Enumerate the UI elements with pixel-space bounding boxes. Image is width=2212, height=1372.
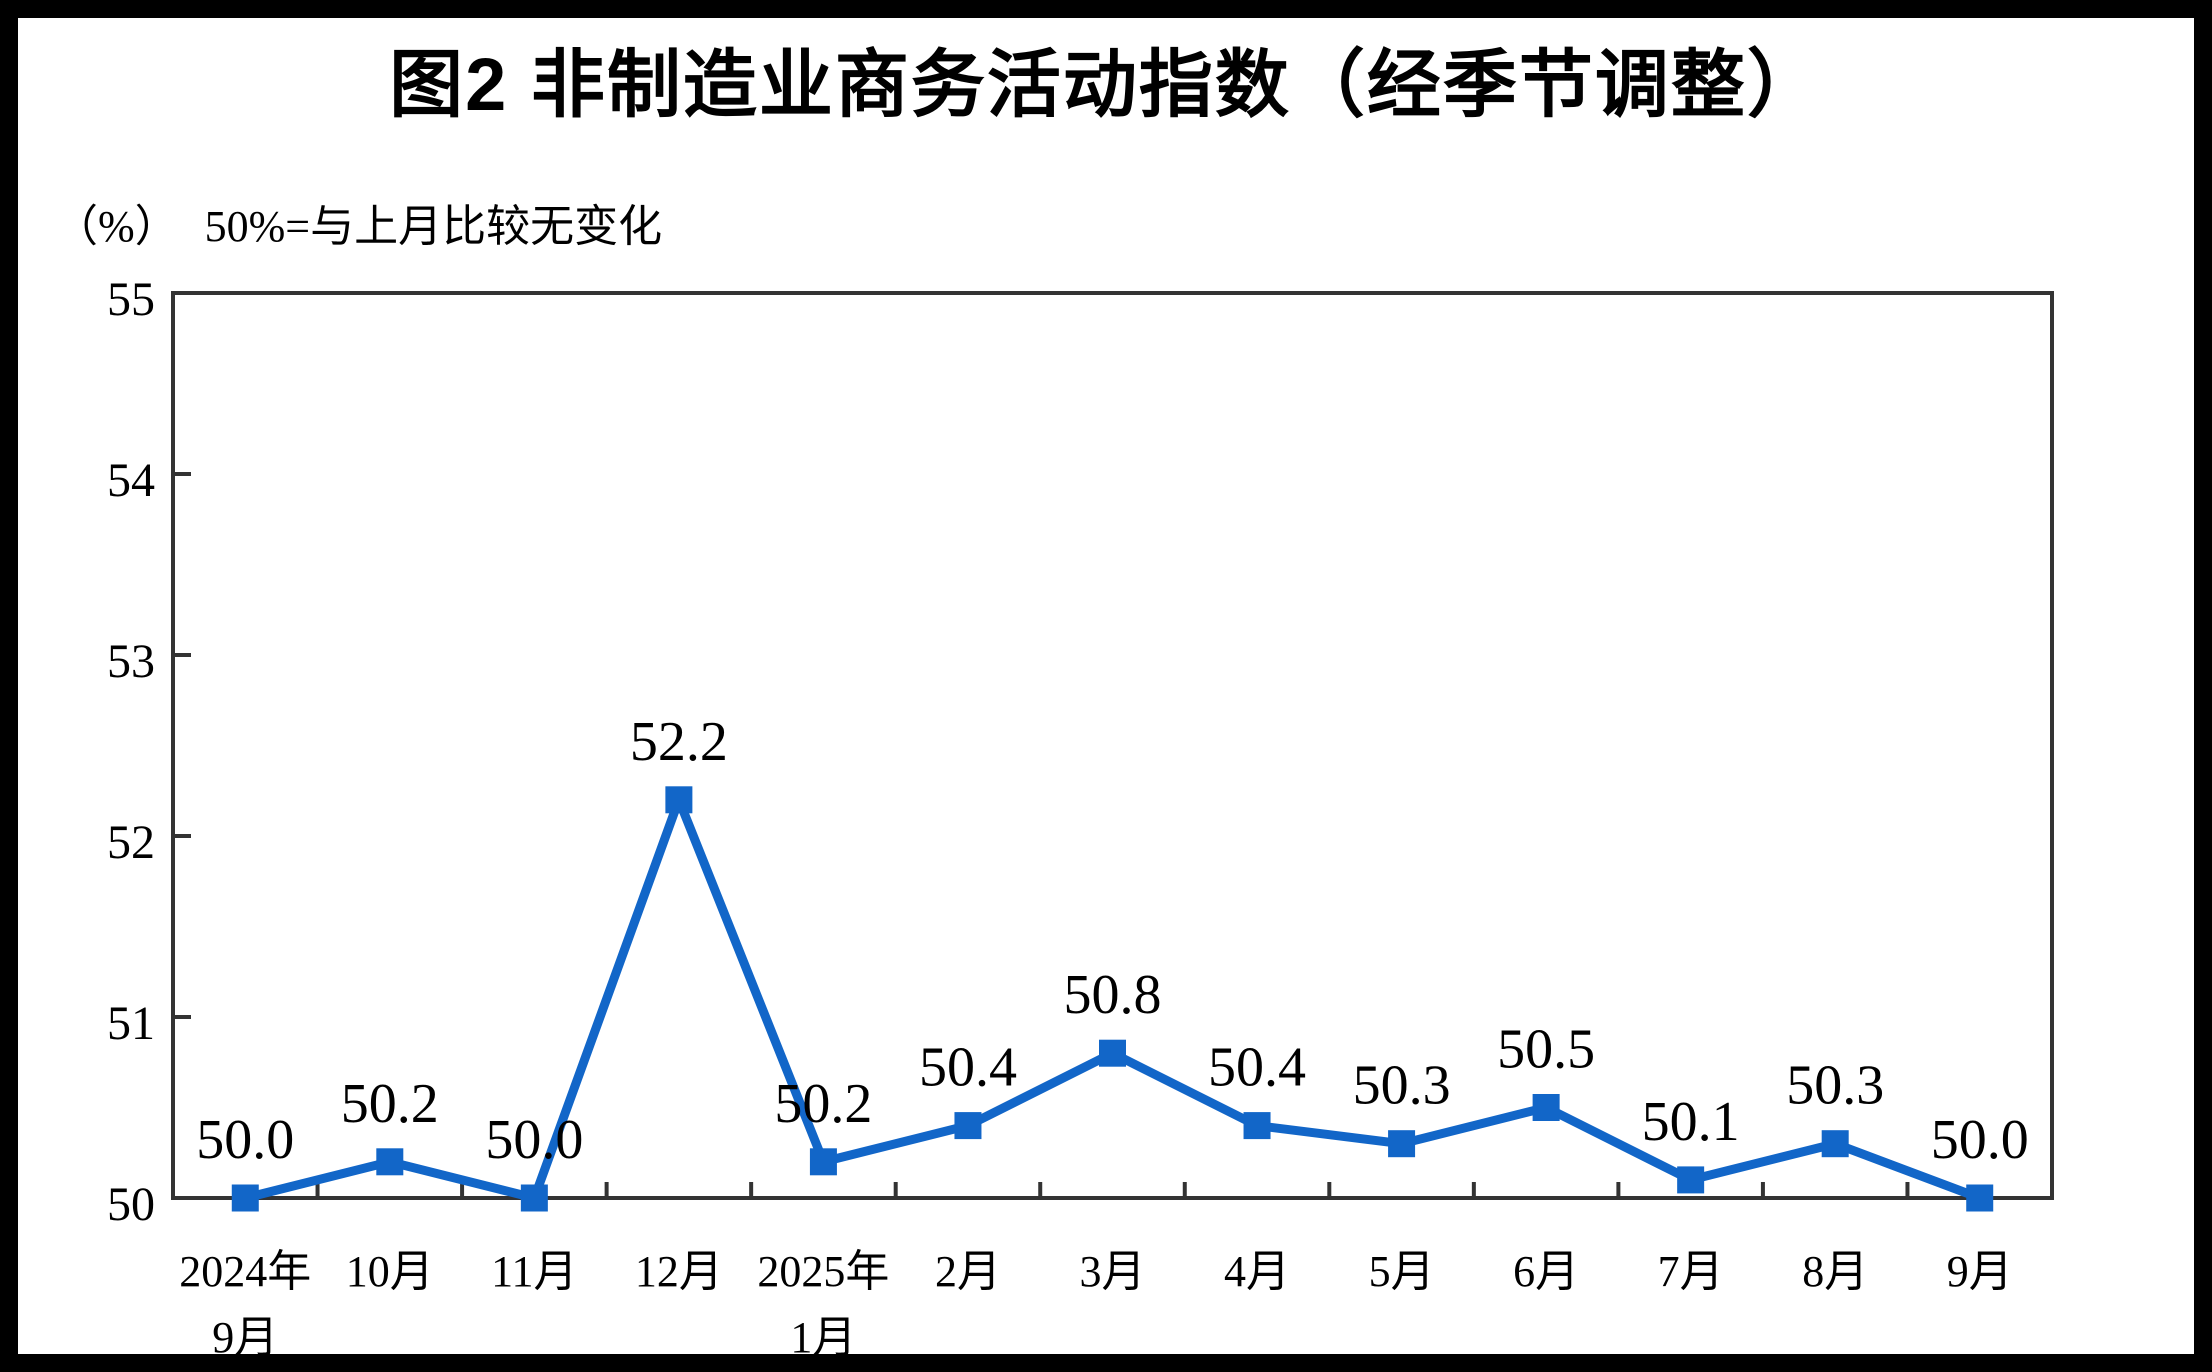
data-point-marker [1966,1184,1994,1212]
data-point-label: 50.0 [1931,1109,2029,1171]
x-axis-tick-label: 9月 [1947,1247,2013,1296]
y-axis-tick-label: 55 [107,273,155,326]
axis-unit-note: （%） 50%=与上月比较无变化 [54,201,662,254]
data-point-marker [1532,1094,1560,1121]
data-point-label: 50.5 [1497,1019,1595,1081]
y-axis-tick-label: 52 [107,816,155,869]
data-point-marker [1677,1166,1705,1194]
data-point-marker [1388,1130,1416,1158]
data-point-marker [231,1184,259,1212]
y-axis-unit-label: （%） [54,202,179,251]
data-point-label: 50.8 [1064,964,1162,1026]
x-axis-tick-label: 2025年 [757,1247,889,1296]
x-axis-tick-label: 8月 [1802,1247,1868,1296]
data-point-marker [1099,1039,1126,1067]
data-point-label: 50.1 [1642,1091,1740,1153]
chart-canvas: 50 51 52 53 54 55 2024年 9月 10月 11月 12月 2025年 1月 2月 3月 4… [107,273,2054,1354]
x-axis-tick-label: 2024年 [179,1247,311,1296]
data-point-marker [1243,1112,1271,1140]
y-axis-tick-label: 51 [107,997,155,1050]
x-axis-tick-label: 9月 [212,1313,278,1354]
reference-note: 50%=与上月比较无变化 [204,202,663,251]
x-axis-tick-label: 4月 [1224,1247,1290,1296]
data-point-marker [1821,1130,1849,1158]
x-axis-tick-label: 10月 [346,1247,434,1296]
x-axis-tick-label: 3月 [1080,1247,1146,1296]
data-point-label: 50.2 [774,1073,872,1135]
x-axis-tick-label: 5月 [1369,1247,1435,1296]
data-point-label: 50.3 [1786,1055,1884,1117]
y-axis-tick-label: 54 [107,454,155,507]
x-axis-tick-label: 11月 [491,1247,577,1296]
data-point-marker [520,1184,548,1212]
data-point-label: 50.4 [1208,1037,1306,1099]
data-point-label: 50.0 [485,1109,583,1171]
plot-border [171,291,2054,1200]
x-axis-tick-label: 2月 [935,1247,1001,1296]
x-axis-tick-label: 12月 [635,1247,723,1296]
data-point-marker [809,1148,837,1176]
data-point-label: 50.4 [919,1037,1017,1099]
x-axis-tick-label: 6月 [1513,1247,1579,1296]
chart-title: 图2 非制造业商务活动指数（经季节调整） [389,43,1823,126]
data-point-marker [954,1112,982,1140]
y-axis-tick-label: 50 [107,1178,155,1231]
x-axis-tick-label: 1月 [790,1313,856,1354]
data-point-label: 50.2 [341,1073,439,1135]
y-axis-tick-label: 53 [107,635,155,688]
x-axis-tick-label: 7月 [1658,1247,1724,1296]
data-point-label: 50.3 [1353,1055,1451,1117]
data-point-label: 50.0 [196,1109,294,1171]
data-point-marker [376,1148,404,1176]
data-point-marker [665,786,693,814]
data-point-label: 52.2 [630,711,728,773]
